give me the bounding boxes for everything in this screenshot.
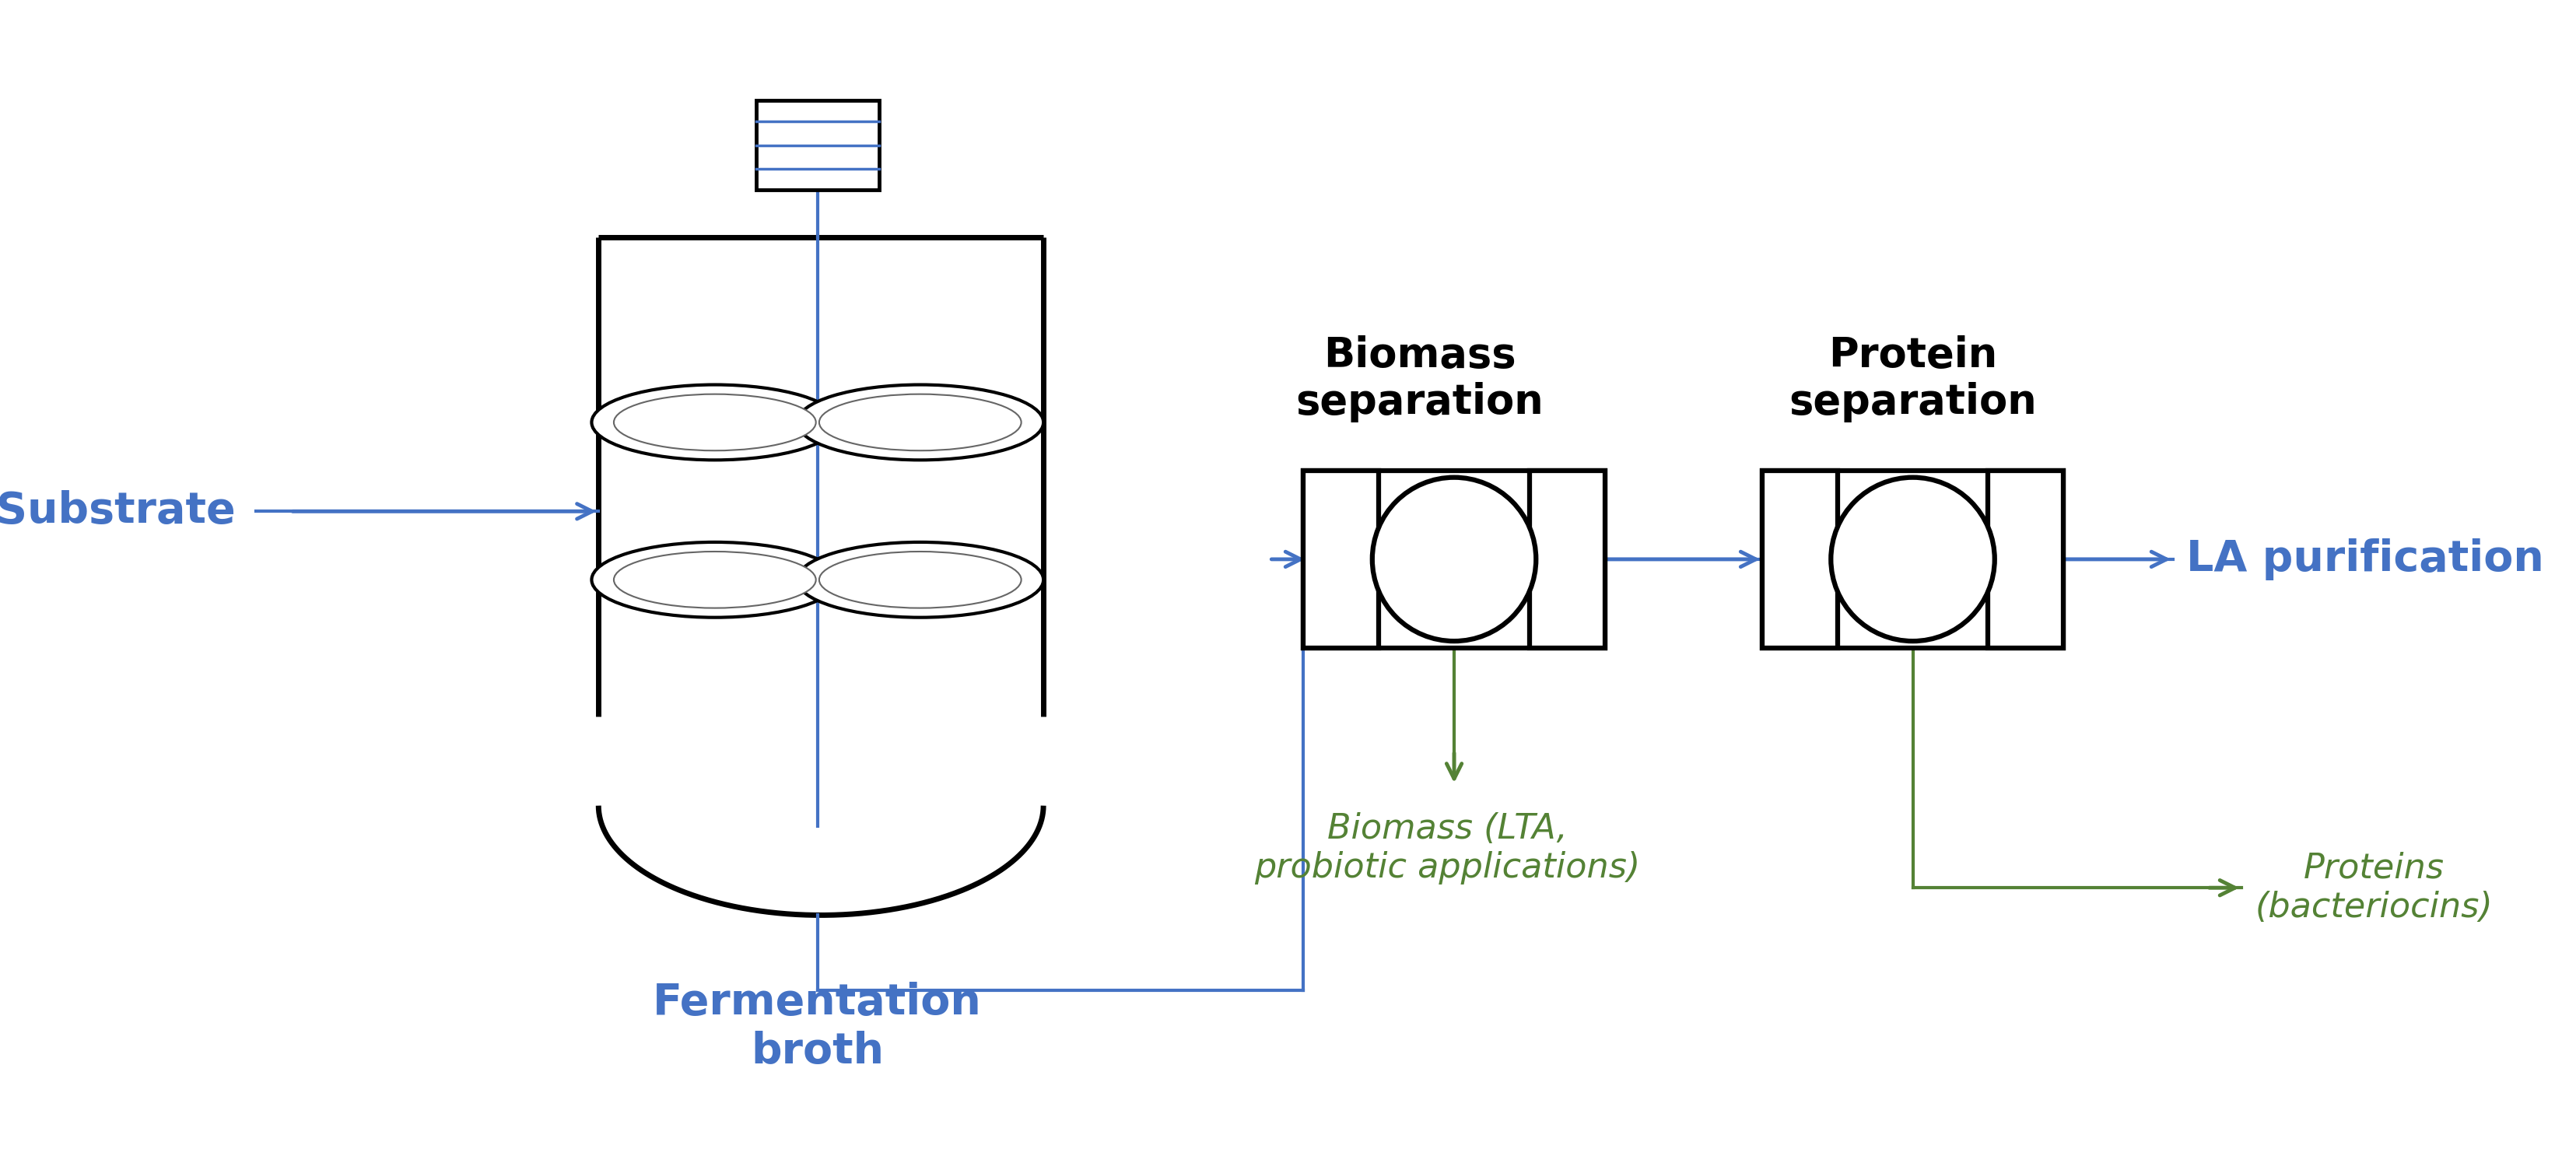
Text: Biomass
separation: Biomass separation xyxy=(1296,335,1543,422)
Ellipse shape xyxy=(796,385,1043,461)
Ellipse shape xyxy=(592,542,837,618)
Circle shape xyxy=(1832,477,1994,641)
Ellipse shape xyxy=(819,551,1020,608)
Circle shape xyxy=(1373,477,1535,641)
Ellipse shape xyxy=(592,385,837,461)
Text: LA purification: LA purification xyxy=(2187,538,2543,580)
Bar xyxy=(1303,470,1605,648)
Ellipse shape xyxy=(796,542,1043,618)
Text: Fermentation
broth: Fermentation broth xyxy=(652,982,981,1072)
Bar xyxy=(1762,470,2063,648)
Text: Biomass (LTA,
probiotic applications): Biomass (LTA, probiotic applications) xyxy=(1255,813,1641,885)
Bar xyxy=(755,101,878,190)
Ellipse shape xyxy=(613,394,817,450)
Text: Substrate: Substrate xyxy=(0,491,234,533)
Bar xyxy=(1989,470,2063,648)
Ellipse shape xyxy=(613,551,817,608)
Text: Protein
separation: Protein separation xyxy=(1788,335,2035,422)
Text: Proteins
(bacteriocins): Proteins (bacteriocins) xyxy=(2254,851,2491,923)
Ellipse shape xyxy=(819,394,1020,450)
Bar xyxy=(1303,470,1378,648)
Bar xyxy=(1530,470,1605,648)
Bar xyxy=(1762,470,1837,648)
